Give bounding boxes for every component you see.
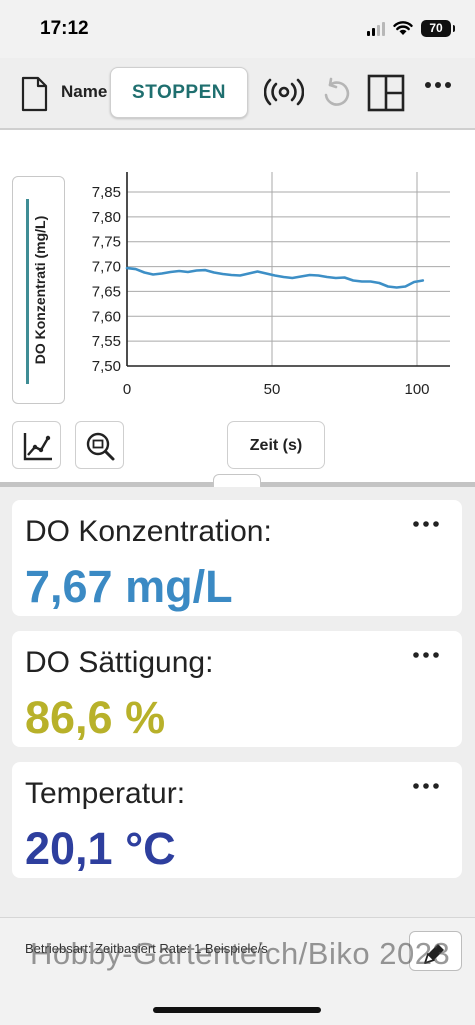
meter-label: DO Konzentration: [25,515,272,548]
more-icon[interactable] [412,651,440,659]
wifi-icon [393,21,413,35]
stop-button[interactable]: STOPPEN [110,67,248,118]
mode-rate-text[interactable]: Betriebsart: Zeitbasiert Rate: 1 Beispie… [25,941,268,956]
more-icon[interactable] [412,782,440,790]
meter-label: Temperatur: [25,777,186,810]
experiment-name-label[interactable]: Name [61,82,108,101]
meter-card-temperature[interactable]: Temperatur: 20,1 °C [12,762,462,878]
meter-value: 86,6 % [25,692,166,743]
line-chart[interactable]: 7,85 7,80 7,75 7,70 7,65 7,60 7,55 7,500 50 100 [70,160,470,410]
meter-value: 7,67 mg/L [25,561,233,612]
zoom-icon [86,432,115,461]
graph-tools-icon [23,433,52,461]
y-tick-label: 7,85 [92,184,121,201]
y-tick-label: 7,55 [92,333,121,350]
meter-card-do-saturation[interactable]: DO Sättigung: 86,6 % [12,631,462,747]
layout-icon[interactable] [367,74,405,112]
status-bar: 17:12 70 [0,0,475,58]
pencil-icon [424,944,444,964]
meter-value: 20,1 °C [25,823,176,874]
home-indicator[interactable] [153,1007,321,1013]
y-tick-label: 7,50 [92,358,121,375]
y-tick-label: 7,60 [92,308,121,325]
y-tick-label: 7,75 [92,234,121,251]
zoom-button[interactable] [75,421,124,469]
battery-icon: 70 [421,20,455,37]
status-time: 17:12 [40,18,89,39]
y-tick-label: 7,70 [92,259,121,276]
y-axis-label: DO Konzentrati (mg/L) [32,215,48,365]
more-icon[interactable] [424,80,452,90]
x-axis-button[interactable]: Zeit (s) [227,421,325,469]
x-tick-label: 0 [123,381,131,398]
file-icon[interactable] [20,76,48,112]
x-tick-label: 100 [404,381,429,398]
series-color-indicator [26,199,29,384]
undo-icon[interactable] [321,77,351,109]
annotation-button[interactable] [409,931,462,971]
watermark: Hobby-Gartenteich/Biko 2023 [30,936,451,971]
meter-label: DO Sättigung: [25,646,214,679]
y-axis-sensor-button[interactable] [12,176,65,404]
graph-tools-button[interactable] [12,421,61,469]
meter-card-do-concentration[interactable]: DO Konzentration: 7,67 mg/L [12,500,462,616]
radio-signal-icon[interactable] [264,78,304,106]
cellular-signal-icon [367,22,385,36]
more-icon[interactable] [412,520,440,528]
y-tick-label: 7,65 [92,283,121,300]
series-line [125,266,425,289]
y-tick-label: 7,80 [92,209,121,226]
x-tick-label: 50 [264,381,281,398]
toolbar: Name STOPPEN [0,58,475,130]
